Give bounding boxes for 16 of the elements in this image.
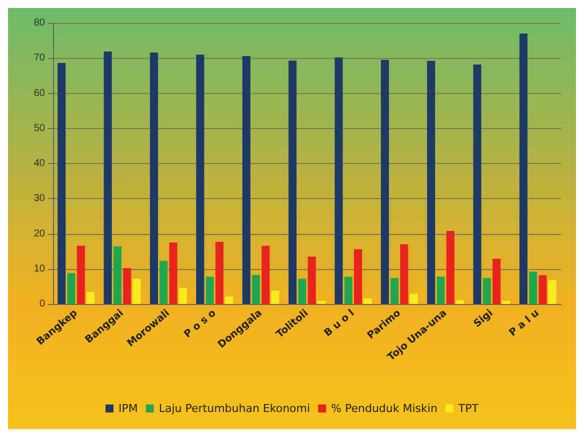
legend-label: % Penduduk Miskin [331,402,438,415]
legend-label: Laju Pertumbuhan Ekonomi [158,402,310,415]
y-tick-label: 30 [34,193,46,204]
y-tick-label: 10 [34,263,46,274]
legend-label: IPM [118,402,138,415]
y-tick-label: 70 [34,52,46,64]
y-tick-label: 40 [34,158,46,169]
y-tick-label: 50 [34,122,46,134]
y-tick-label: 0 [39,298,46,310]
x-tick-label: P a l u [508,308,542,339]
y-tick-label: 60 [34,88,46,99]
y-tick-label: 20 [34,228,46,240]
y-tick-label: 80 [34,18,46,28]
legend-label: TPT [457,402,479,415]
x-tick-label: B u o l [322,308,357,340]
x-tick-label: P o s o [182,308,218,340]
